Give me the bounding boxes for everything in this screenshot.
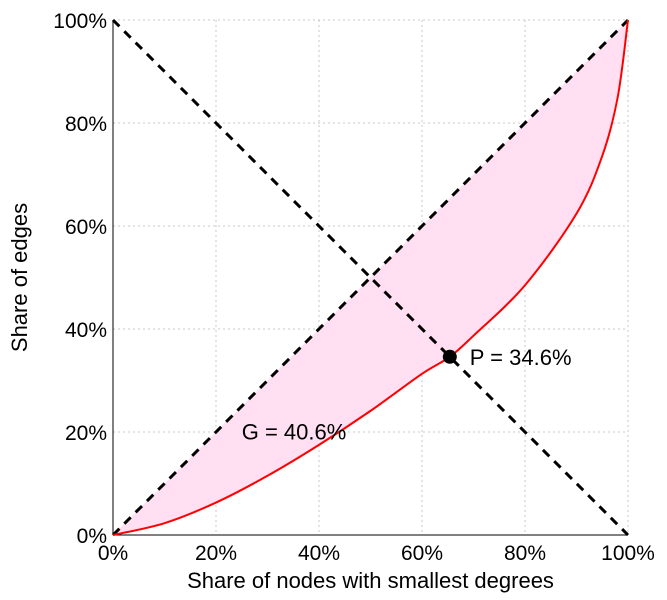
lorenz-curve (112, 19, 629, 536)
g-annotation: G = 40.6% (242, 420, 347, 445)
y-tick-label: 100% (53, 10, 107, 33)
y-tick-label: 40% (65, 319, 107, 342)
x-tick-label: 40% (298, 542, 340, 565)
y-tick-label: 0% (77, 525, 107, 548)
p-point (442, 349, 457, 364)
y-tick-labels: 0% 20% 40% 60% 80% 100% (53, 10, 107, 548)
y-tick-label: 60% (65, 216, 107, 239)
x-tick-label: 20% (195, 542, 237, 565)
x-axis-label: Share of nodes with smallest degrees (187, 568, 554, 593)
y-tick-label: 20% (65, 422, 107, 445)
x-tick-label: 100% (601, 542, 655, 565)
p-annotation: P = 34.6% (470, 345, 572, 370)
y-axis-label: Share of edges (7, 203, 32, 352)
gini-area (113, 20, 628, 535)
x-tick-label: 0% (98, 542, 128, 565)
x-tick-labels: 0% 20% 40% 60% 80% 100% (98, 542, 655, 565)
x-tick-label: 80% (504, 542, 546, 565)
y-tick-label: 80% (65, 113, 107, 136)
x-tick-label: 60% (401, 542, 443, 565)
